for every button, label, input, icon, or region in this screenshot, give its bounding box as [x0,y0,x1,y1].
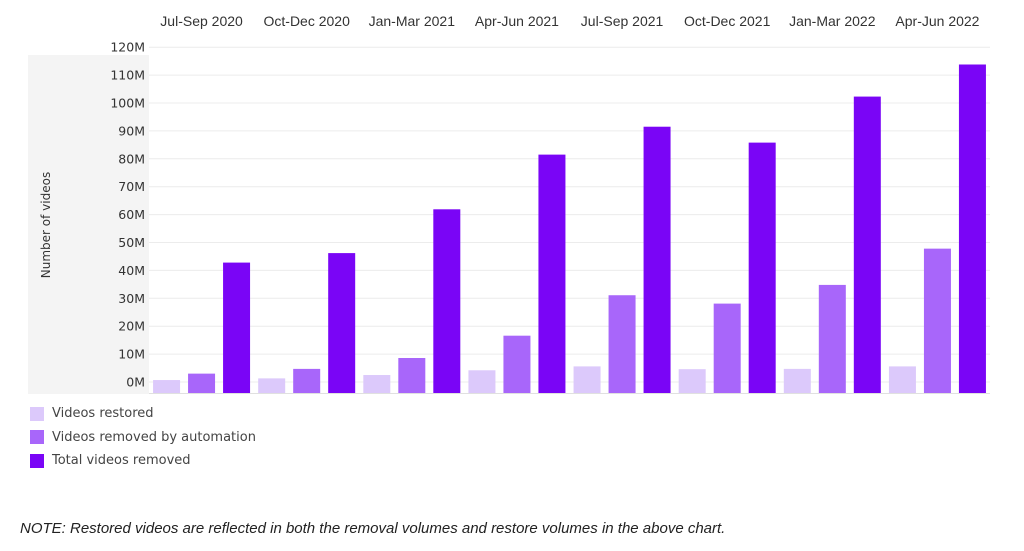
legend-item-total-videos-removed[interactable]: Total videos removed [30,449,256,473]
gridlines [149,46,990,383]
bar-total-videos-removed[interactable] [538,154,566,394]
bar-videos-restored[interactable] [888,366,916,394]
y-tick-label: 50M [118,235,145,250]
y-tick-label: 60M [118,207,145,222]
y-tick-label: 110M [110,68,145,83]
y-axis-label-panel [28,55,149,394]
x-tick-label: Apr-Jun 2022 [895,13,979,29]
bar-videos-removed-by-automation[interactable] [503,335,531,394]
legend-label: Videos removed by automation [52,429,256,445]
bars [153,64,986,395]
y-axis-ticks: 0M 10M 20M 30M 40M 50M 60M 70M 80M 90M 100M 110M 120… [110,40,145,390]
x-tick-label: Oct-Dec 2020 [264,13,351,29]
bar-total-videos-removed[interactable] [328,253,356,394]
bar-videos-removed-by-automation[interactable] [713,303,741,394]
bar-total-videos-removed[interactable] [958,64,986,395]
legend-item-videos-restored[interactable]: Videos restored [30,402,256,426]
y-tick-label: 120M [110,40,145,55]
legend: Videos restored Videos removed by automa… [30,402,256,473]
bar-videos-removed-by-automation[interactable] [608,295,636,394]
legend-swatch [30,430,44,445]
bar-videos-restored[interactable] [153,380,181,394]
x-axis-ticks: Jul-Sep 2020 Oct-Dec 2020 Jan-Mar 2021 Apr-… [160,13,979,29]
legend-label: Videos restored [52,406,154,422]
legend-swatch [30,453,44,468]
bar-videos-removed-by-automation[interactable] [293,368,321,394]
legend-label: Total videos removed [52,453,191,469]
legend-item-videos-removed-by-automation[interactable]: Videos removed by automation [30,426,256,450]
y-tick-label: 20M [118,319,145,334]
bar-videos-restored[interactable] [783,368,811,394]
bar-videos-restored[interactable] [468,370,496,394]
bar-chart: Number of videos 0M 10M 20M 30M 40M 50M 60M 70M… [28,13,990,395]
bar-videos-restored[interactable] [363,375,391,394]
y-tick-label: 80M [118,151,145,166]
y-tick-label: 70M [118,179,145,194]
y-tick-label: 40M [118,263,145,278]
y-tick-label: 30M [118,291,145,306]
bar-total-videos-removed[interactable] [433,209,461,394]
bar-videos-restored[interactable] [678,369,706,394]
x-tick-label: Jul-Sep 2021 [581,13,664,29]
bar-videos-restored[interactable] [573,366,601,394]
x-tick-label: Jan-Mar 2021 [369,13,456,29]
bar-total-videos-removed[interactable] [223,262,251,394]
bar-total-videos-removed[interactable] [643,126,671,394]
bar-total-videos-removed[interactable] [748,142,776,394]
x-tick-label: Jul-Sep 2020 [160,13,243,29]
bar-videos-removed-by-automation[interactable] [188,373,216,394]
legend-swatch [30,406,44,421]
chart-note: NOTE: Restored videos are reflected in b… [20,520,726,537]
y-tick-label: 100M [110,96,145,111]
y-axis-title: Number of videos [39,172,53,278]
bar-videos-restored[interactable] [258,378,286,394]
y-tick-label: 90M [118,123,145,138]
bar-videos-removed-by-automation[interactable] [923,248,951,394]
x-tick-label: Oct-Dec 2021 [684,13,771,29]
y-tick-label: 10M [118,347,145,362]
bar-videos-removed-by-automation[interactable] [818,284,846,394]
bar-videos-removed-by-automation[interactable] [398,358,426,394]
x-tick-label: Apr-Jun 2021 [475,13,559,29]
x-tick-label: Jan-Mar 2022 [789,13,876,29]
bar-total-videos-removed[interactable] [853,96,881,394]
y-tick-label: 0M [126,375,145,390]
